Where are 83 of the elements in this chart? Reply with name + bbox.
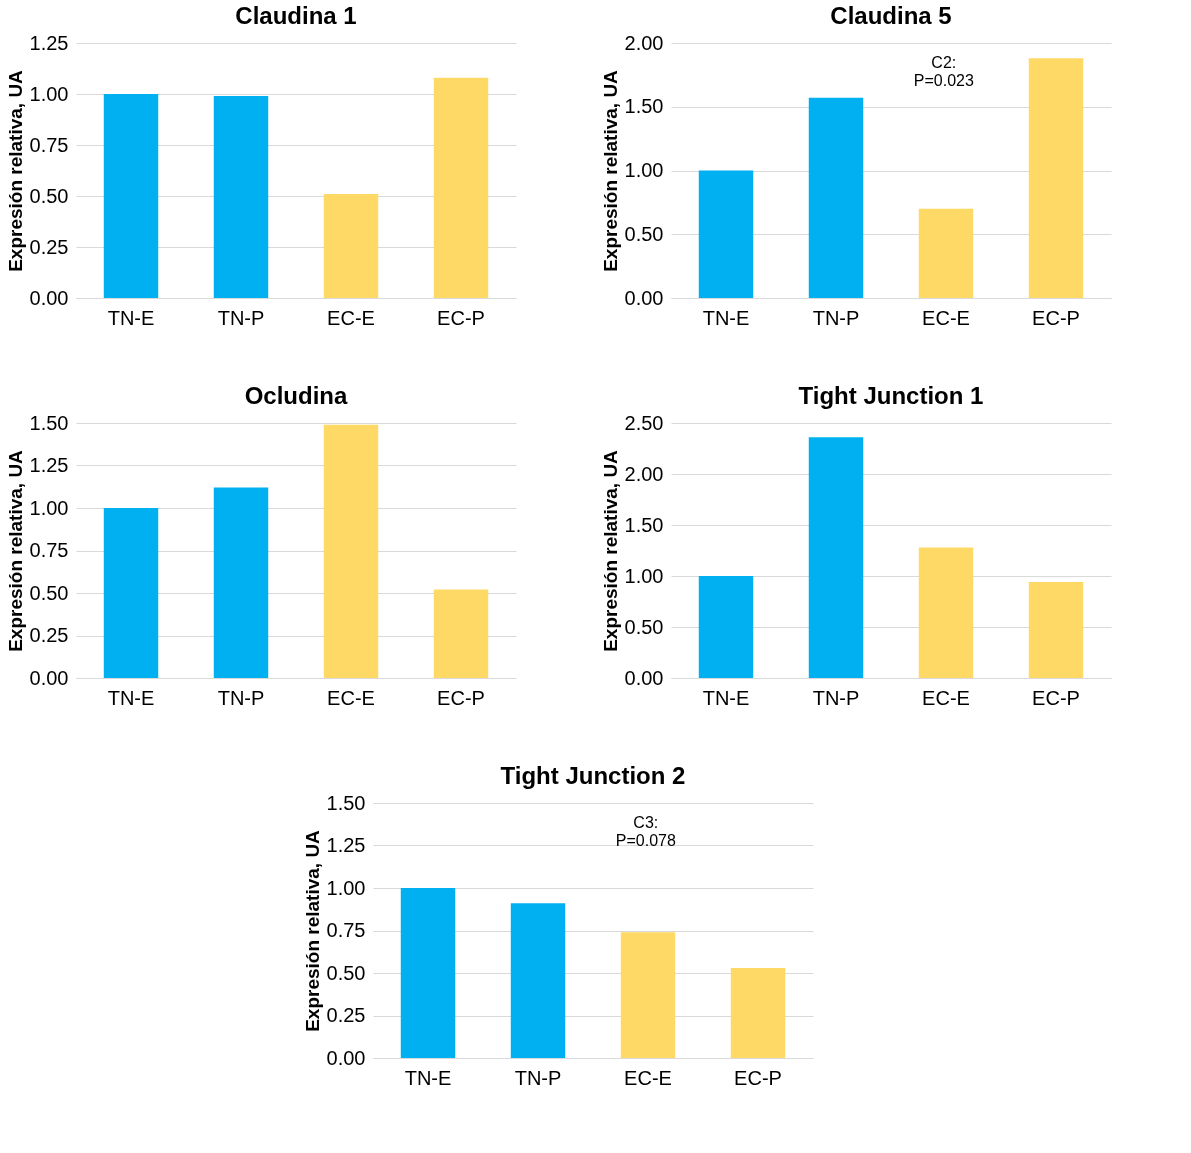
y-tick-label: 1.50	[29, 411, 68, 434]
chart-title: Tight Junction 2	[500, 762, 686, 789]
y-tick-label: 0.75	[29, 539, 68, 561]
y-tick-label: 0.50	[29, 581, 68, 604]
y-tick-label: 1.00	[29, 496, 68, 519]
bar	[323, 193, 378, 298]
y-tick-label: 1.00	[326, 876, 366, 899]
y-axis-title: Expresión relativa, UA	[599, 449, 621, 652]
x-tick-label: TN-P	[514, 1066, 562, 1089]
bar	[510, 903, 566, 1058]
y-tick-label: 2.00	[624, 462, 663, 485]
y-tick-label: 0.50	[29, 184, 68, 207]
x-tick-label: EC-P	[1031, 686, 1080, 709]
bar	[808, 437, 863, 678]
y-axis-title: Expresión relativa, UA	[4, 69, 26, 272]
bar	[918, 208, 973, 298]
x-tick-label: EC-P	[436, 686, 485, 709]
x-tick-label: EC-E	[326, 306, 375, 329]
bar	[808, 97, 863, 298]
x-tick-label: TN-E	[702, 686, 749, 709]
x-tick-label: EC-E	[326, 686, 375, 709]
x-tick-label: EC-E	[921, 306, 970, 329]
y-tick-label: 0.75	[326, 919, 366, 941]
x-tick-label: EC-E	[921, 686, 970, 709]
y-tick-label: 1.25	[29, 31, 68, 54]
chart-title: Claudina 1	[234, 2, 357, 29]
y-tick-label: 0.25	[29, 624, 68, 646]
x-tick-label: TN-E	[702, 306, 749, 329]
y-tick-label: 0.50	[326, 961, 366, 984]
x-tick-label: EC-P	[1031, 306, 1080, 329]
bar	[918, 547, 973, 678]
bar	[698, 576, 753, 678]
chart-title: Ocludina	[244, 382, 348, 409]
y-tick-label: 1.50	[624, 95, 663, 118]
y-tick-label: 0.00	[624, 286, 663, 309]
y-tick-label: 1.00	[624, 159, 663, 181]
bar	[730, 967, 786, 1058]
y-tick-label: 0.00	[624, 666, 663, 689]
bar	[1028, 582, 1083, 678]
y-tick-label: 0.00	[326, 1046, 366, 1069]
y-tick-label: 1.25	[29, 454, 68, 476]
y-tick-label: 0.50	[624, 222, 663, 245]
y-tick-label: 1.25	[326, 834, 366, 856]
chart-title: Claudina 5	[829, 2, 952, 29]
y-tick-label: 0.75	[29, 133, 68, 156]
x-tick-label: TN-P	[812, 686, 859, 709]
y-tick-label: 0.50	[624, 615, 663, 638]
x-tick-label: TN-P	[217, 686, 264, 709]
y-axis-title: Expresión relativa, UA	[599, 69, 621, 272]
x-tick-label: TN-E	[107, 306, 154, 329]
bar	[103, 94, 158, 298]
x-tick-label: TN-E	[404, 1066, 452, 1089]
x-tick-label: EC-P	[436, 306, 485, 329]
x-tick-label: EC-E	[624, 1066, 672, 1089]
y-tick-label: 0.00	[29, 286, 68, 309]
y-axis-title: Expresión relativa, UA	[301, 829, 323, 1032]
bar	[698, 170, 753, 298]
bar	[400, 888, 456, 1058]
bar	[213, 96, 268, 298]
x-tick-label: TN-E	[107, 686, 154, 709]
bar	[433, 77, 488, 298]
y-tick-label: 1.50	[326, 791, 366, 814]
y-tick-label: 0.25	[29, 235, 68, 258]
bar	[213, 487, 268, 678]
bar	[1028, 58, 1083, 298]
bar	[433, 589, 488, 678]
y-tick-label: 1.00	[29, 82, 68, 105]
y-tick-label: 1.00	[624, 564, 663, 587]
annotation: C3: P=0.078	[615, 814, 676, 849]
y-tick-label: 0.25	[326, 1004, 366, 1026]
bar	[620, 932, 676, 1058]
x-tick-label: TN-P	[217, 306, 264, 329]
bar	[323, 424, 378, 678]
y-axis-title: Expresión relativa, UA	[4, 449, 26, 652]
x-tick-label: EC-P	[734, 1066, 782, 1089]
y-tick-label: 0.00	[29, 666, 68, 689]
chart-title: Tight Junction 1	[798, 382, 983, 409]
x-tick-label: TN-P	[812, 306, 859, 329]
bar	[103, 508, 158, 678]
annotation: C2: P=0.023	[913, 54, 974, 89]
y-tick-label: 2.00	[624, 31, 663, 54]
y-tick-label: 2.50	[624, 411, 663, 434]
y-tick-label: 1.50	[624, 513, 663, 536]
